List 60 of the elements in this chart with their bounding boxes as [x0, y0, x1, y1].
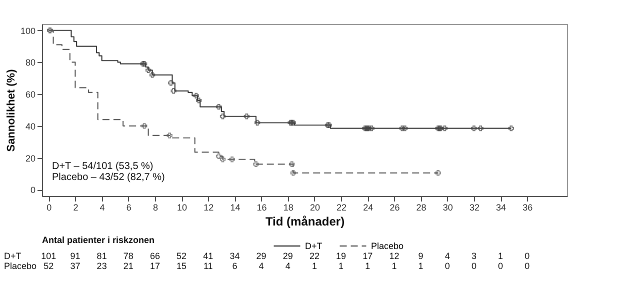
- point: [149, 72, 156, 78]
- x-tick-label: 8: [152, 202, 158, 212]
- annotation: D+T – 54/101 (53,5 %): [52, 161, 154, 172]
- point: [253, 161, 259, 167]
- point: [442, 125, 448, 132]
- text: Antal patienter i riskzonen: [42, 235, 155, 245]
- legend-label: D+T: [305, 241, 323, 251]
- text: D+T 101 91 81 78 66 52 41 34 29 29 22 19 17 12 9 4 3 1 0: [4, 251, 530, 261]
- x-tick-label: 20: [310, 202, 320, 212]
- x-tick-label: 16: [256, 202, 267, 212]
- x-tick-label: 34: [496, 202, 506, 212]
- point: [402, 125, 408, 132]
- point: [196, 98, 202, 104]
- x-tick-label: 18: [283, 202, 294, 212]
- x-tick-label: 32: [469, 202, 480, 212]
- point: [399, 125, 406, 132]
- point: [168, 80, 174, 86]
- point: [141, 123, 148, 129]
- y-tick-label: 100: [20, 26, 36, 36]
- point: [254, 120, 260, 126]
- text: Placebo 52 37 23 21 17 15 11 6 4 4 1 1 1 1 1 0 0 0 0: [4, 261, 530, 271]
- point: [170, 88, 176, 94]
- y-tick-label: 0: [30, 185, 36, 196]
- point: [216, 104, 222, 110]
- point: [166, 132, 172, 138]
- annotation: Placebo – 43/52 (82,7 %): [52, 172, 165, 183]
- x-tick-label: 0: [46, 202, 52, 212]
- y-tick-label: 80: [25, 58, 36, 68]
- point: [193, 92, 200, 99]
- x-tick-label: 10: [177, 202, 188, 212]
- x-tick-label: 30: [442, 202, 453, 212]
- x-tick-label: 4: [100, 202, 105, 212]
- x-tick-label: 14: [230, 202, 240, 212]
- point: [220, 156, 226, 162]
- point: [145, 67, 152, 74]
- point: [471, 125, 477, 132]
- legend-label: Placebo: [371, 241, 404, 251]
- point: [289, 161, 295, 167]
- x-tick-label: 24: [363, 202, 374, 212]
- point: [229, 156, 235, 162]
- x-tick-label: 28: [416, 202, 426, 212]
- point: [508, 125, 514, 132]
- y-axis-title: Sannolikhet (%): [5, 68, 18, 152]
- x-tick-label: 2: [73, 202, 78, 212]
- point: [290, 170, 296, 176]
- y-tick-label: 40: [25, 121, 36, 132]
- point: [220, 114, 226, 120]
- x-tick-label: 6: [126, 202, 132, 212]
- y-tick-label: 20: [25, 153, 36, 164]
- point: [244, 114, 250, 120]
- y-tick-label: 60: [25, 90, 36, 100]
- x-axis-title: Tid (månader): [265, 214, 345, 228]
- x-tick-label: 26: [390, 202, 400, 212]
- x-tick-label: 12: [204, 202, 214, 212]
- point: [216, 153, 222, 160]
- x-tick-label: 36: [522, 202, 533, 212]
- x-tick-label: 22: [336, 202, 347, 212]
- point: [435, 170, 441, 176]
- point: [368, 125, 374, 132]
- point: [478, 125, 484, 132]
